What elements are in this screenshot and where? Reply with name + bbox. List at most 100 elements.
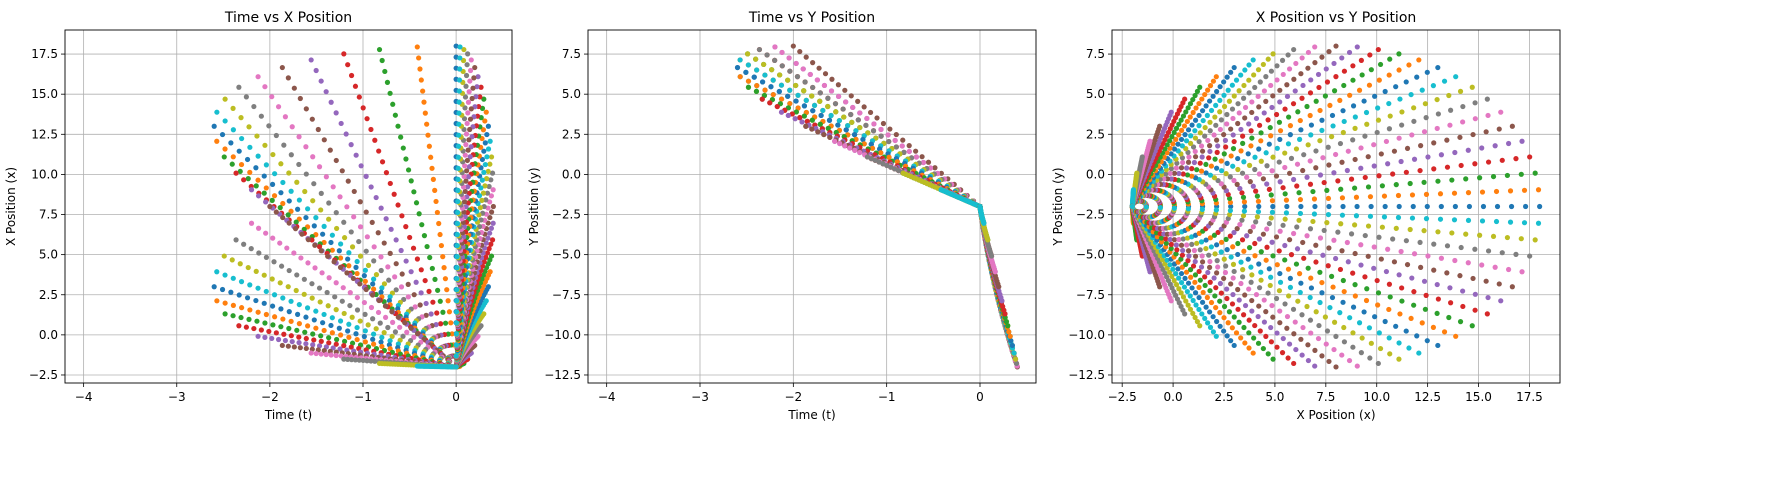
data-point [479, 156, 486, 163]
data-point [1268, 68, 1275, 74]
data-point [299, 231, 305, 237]
data-point [435, 287, 441, 293]
data-point [756, 46, 763, 53]
data-point [1399, 122, 1405, 128]
data-point [313, 325, 319, 331]
data-point [821, 131, 827, 138]
data-point [453, 342, 459, 348]
data-point [1197, 160, 1203, 166]
data-point [1009, 342, 1015, 349]
data-point [346, 321, 352, 327]
data-point [1326, 162, 1332, 168]
data-point [761, 61, 767, 68]
data-point [1386, 126, 1393, 132]
data-point [254, 133, 260, 139]
data-point [895, 167, 902, 174]
data-point [1444, 137, 1450, 143]
data-point [222, 300, 228, 306]
y-tick-label: 5.0 [39, 248, 58, 262]
data-point [1305, 49, 1312, 56]
data-point [1312, 203, 1318, 210]
data-point [267, 203, 273, 210]
data-point [345, 256, 351, 262]
data-point [1423, 115, 1429, 121]
data-point [285, 75, 291, 81]
data-point [1229, 82, 1235, 88]
data-point [414, 44, 420, 50]
data-point [430, 299, 436, 305]
data-point [470, 85, 476, 91]
data-point [817, 121, 823, 127]
series-1 [1129, 187, 1542, 210]
data-point [1269, 168, 1275, 174]
data-point [246, 316, 252, 322]
data-point [296, 301, 302, 308]
series-14 [1129, 44, 1360, 210]
data-point [827, 134, 833, 140]
data-point [373, 326, 379, 332]
data-point [312, 242, 318, 248]
data-point [478, 323, 484, 329]
data-point [1421, 129, 1428, 135]
data-point [296, 134, 302, 140]
data-point [1438, 203, 1444, 210]
data-point [395, 202, 401, 208]
data-point [1005, 323, 1011, 329]
data-point [835, 122, 841, 128]
data-point [1240, 133, 1246, 139]
data-point [370, 336, 376, 342]
y-axis-label: Y Position (y) [527, 167, 541, 246]
data-point [1435, 64, 1441, 71]
data-point [465, 174, 472, 180]
data-point [325, 253, 331, 259]
data-point [1241, 95, 1247, 101]
data-point [1249, 99, 1255, 105]
data-point [1317, 138, 1323, 144]
data-point [286, 170, 292, 176]
data-point [279, 342, 285, 349]
data-point [1393, 182, 1399, 188]
data-point [272, 314, 278, 320]
data-point [454, 253, 460, 260]
data-point [1192, 117, 1199, 123]
data-point [1173, 165, 1179, 171]
data-point [1298, 71, 1304, 77]
data-point [269, 335, 275, 342]
data-point [1233, 77, 1240, 83]
data-point [1446, 92, 1452, 99]
data-point [1231, 177, 1237, 184]
data-point [395, 123, 401, 129]
y-tick-label: −7.5 [552, 288, 581, 302]
data-point [481, 311, 487, 317]
data-point [1376, 77, 1382, 83]
data-point [296, 321, 302, 327]
data-point [477, 205, 484, 211]
data-point [303, 314, 309, 320]
data-point [1228, 153, 1234, 159]
data-point [1205, 137, 1211, 144]
data-point [464, 168, 470, 174]
data-point [835, 93, 842, 100]
data-point [1286, 114, 1292, 120]
data-point [1198, 143, 1205, 149]
data-point [484, 250, 491, 256]
data-point [490, 187, 496, 193]
data-point [321, 348, 327, 354]
data-point [1280, 185, 1286, 191]
data-point [793, 109, 799, 115]
data-point [253, 268, 259, 274]
data-point [790, 43, 796, 49]
data-point [1358, 165, 1364, 171]
data-point [270, 322, 276, 328]
data-point [486, 183, 492, 190]
data-point [810, 60, 816, 66]
data-point [285, 284, 291, 290]
data-point [457, 55, 463, 61]
data-point [488, 253, 495, 259]
data-point [345, 178, 351, 184]
data-point [434, 209, 440, 216]
data-point [1242, 203, 1248, 210]
data-point [840, 106, 846, 112]
data-point [1245, 151, 1251, 157]
data-point [386, 342, 392, 348]
